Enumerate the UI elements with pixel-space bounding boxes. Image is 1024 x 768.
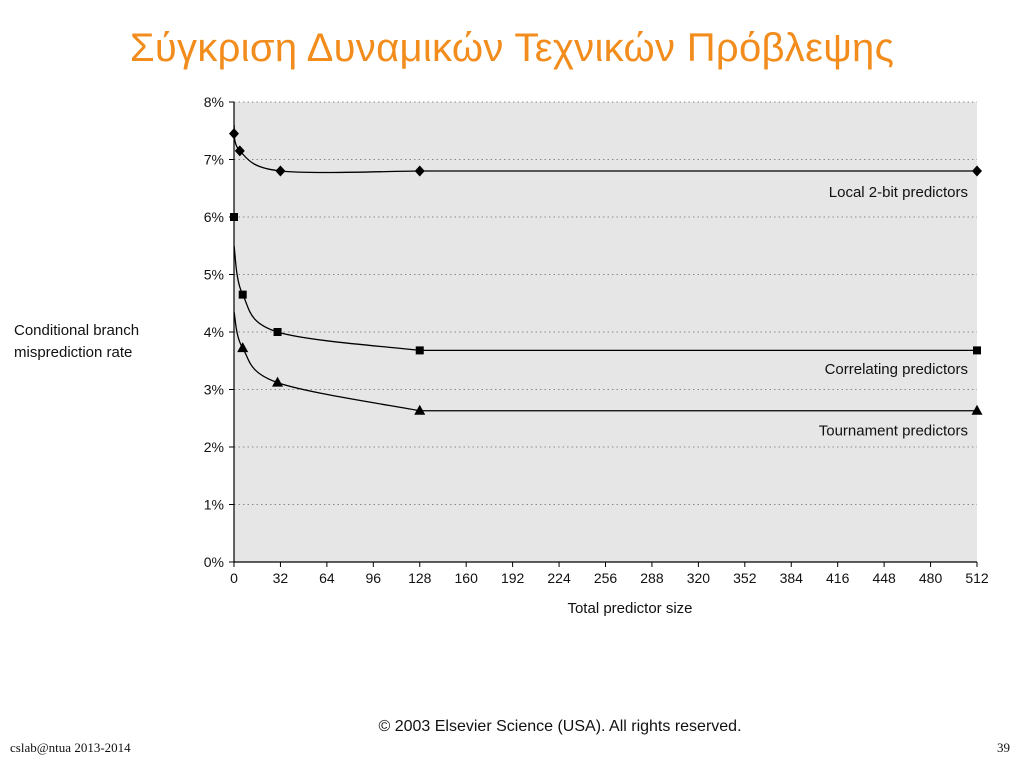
copyright-notice: © 2003 Elsevier Science (USA). All right… [378,718,742,735]
series-lines [233,124,977,412]
data-point-triangle [237,342,249,353]
y-tick-label: 8% [204,94,224,110]
y-tick-label: 7% [204,152,224,168]
y-tick-label: 5% [204,267,224,283]
series-label: Tournament predictors [819,423,968,440]
x-tick-label: 416 [826,570,850,586]
series-line [233,245,420,352]
x-tick-label: 128 [408,570,432,586]
x-tick-label: 160 [455,570,479,586]
y-tick-label: 2% [204,439,224,455]
x-tick-label: 384 [780,570,804,586]
data-point-triangle [971,404,983,415]
x-tick-label: 448 [872,570,896,586]
data-point-square [273,328,282,336]
y-tick-label: 1% [204,497,224,513]
data-markers [229,128,983,415]
data-point-triangle [414,404,426,415]
data-point-diamond [414,165,425,177]
y-tick-label: 4% [204,324,224,340]
series-label: Local 2-bit predictors [829,184,968,201]
data-point-square [230,213,238,221]
series-label: Correlating predictors [825,361,968,378]
data-point-diamond [234,145,245,157]
x-axis-label: Total predictor size [567,600,693,617]
x-tick-label: 32 [273,570,289,586]
x-tick-label: 64 [319,570,335,586]
x-tick-label: 96 [366,570,382,586]
x-tick-label: 192 [501,570,525,586]
data-point-diamond [275,165,286,177]
data-point-diamond [972,165,982,177]
slide-title: Σύγκριση Δυναμικών Τεχνικών Πρόβλεψης [129,26,895,70]
x-tick-label: 480 [919,570,943,586]
x-tick-label: 288 [640,570,664,586]
tick-labels: 0% 1% 2% 3% 4% 5% 6% 7% 8% 0 32 64 96 128 160 192 224 256… [204,94,989,586]
data-point-square [973,346,981,355]
data-point-square [238,290,247,299]
x-tick-label: 224 [547,570,571,586]
x-tick-label: 0 [230,570,238,586]
series-line [233,124,420,174]
y-tick-label: 0% [204,554,224,570]
x-tick-label: 320 [687,570,711,586]
series-line [233,311,420,412]
footer-credit: cslab@ntua 2013-2014 [10,740,131,755]
data-point-triangle [272,376,284,387]
series-labels: Local 2-bit predictors Correlating predic… [819,184,968,440]
data-point-square [415,346,424,355]
y-tick-label: 3% [204,382,224,398]
y-tick-label: 6% [204,209,224,225]
x-tick-label: 256 [594,570,618,586]
data-point-diamond [229,128,239,140]
page-number: 39 [997,740,1010,755]
y-axis-label: Conditional branch misprediction rate [14,322,140,361]
x-tick-label: 512 [965,570,989,586]
chart: 0% 1% 2% 3% 4% 5% 6% 7% 8% 0 32 64 96 128 160 192 224 256… [204,94,989,586]
x-tick-label: 352 [733,570,757,586]
plot-area [234,102,977,562]
